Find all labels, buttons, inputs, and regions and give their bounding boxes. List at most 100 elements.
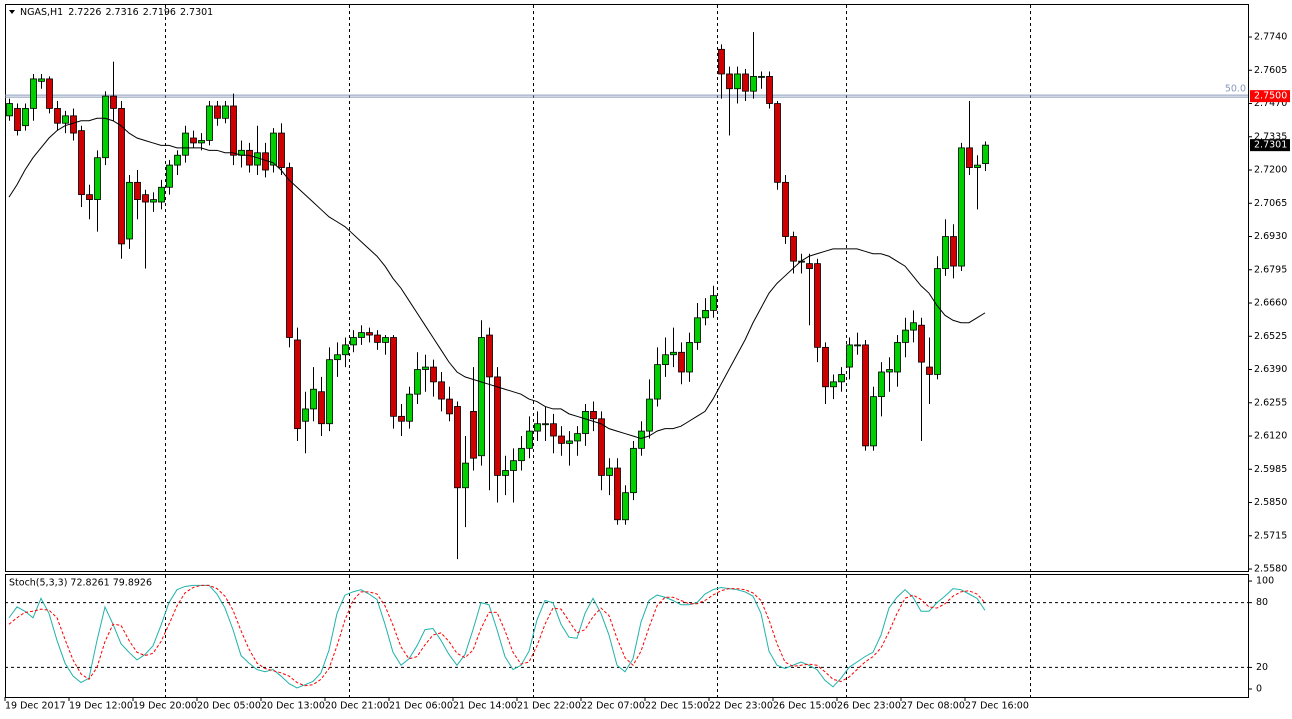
y-tick-label: 2.5715: [1254, 530, 1287, 541]
candle-body: [110, 95, 117, 109]
candle-body: [622, 492, 629, 521]
candle-body: [822, 346, 829, 388]
candle-body: [566, 440, 573, 444]
candle-body: [510, 460, 517, 471]
candle-body: [910, 322, 917, 331]
candle-body: [702, 310, 709, 319]
candle-body: [838, 374, 845, 383]
candle-body: [950, 236, 957, 267]
candle-body: [982, 144, 989, 165]
candle-body: [22, 108, 29, 127]
candle-body: [846, 344, 853, 368]
level-label: 2.7500: [1254, 91, 1287, 102]
y-tick-label: 2.5985: [1254, 464, 1287, 475]
candle-body: [70, 115, 77, 134]
candle-body: [222, 105, 229, 119]
candle-body: [46, 78, 53, 109]
x-tick-label: 19 Dec 12:00: [69, 701, 133, 712]
x-tick-label: 27 Dec 16:00: [965, 701, 1029, 712]
candle-body: [342, 344, 349, 356]
candle-body: [958, 147, 965, 267]
main-panel-frame: [5, 4, 1249, 572]
candle-body: [590, 410, 597, 420]
x-tick-label: 22 Dec 07:00: [581, 701, 645, 712]
candle-body: [206, 105, 213, 141]
candle-body: [38, 78, 45, 82]
x-tick-label: 22 Dec 15:00: [645, 701, 709, 712]
candle-body: [246, 149, 253, 166]
candle-body: [486, 334, 493, 378]
candle-body: [166, 164, 173, 188]
chart-header: NGAS,H1 2.7226 2.7316 2.7196 2.7301: [20, 7, 213, 18]
candle-body: [790, 236, 797, 262]
x-tick-label: 19 Dec 20:00: [133, 701, 197, 712]
candle-body: [142, 194, 149, 203]
candle-body: [94, 157, 101, 200]
candle-body: [542, 423, 549, 426]
x-tick-label: 21 Dec 06:00: [389, 701, 453, 712]
y-tick-label: 2.7335: [1254, 131, 1287, 142]
candle-body: [310, 388, 317, 410]
period-separators: [165, 5, 1031, 697]
candle-body: [742, 73, 749, 92]
candle-body: [350, 337, 357, 346]
candle-body: [214, 105, 221, 119]
candle-body: [126, 181, 133, 240]
x-tick-label: 26 Dec 23:00: [837, 701, 901, 712]
candle-body: [422, 366, 429, 370]
x-tick-label: 27 Dec 08:00: [901, 701, 965, 712]
candle-body: [902, 329, 909, 343]
candle-body: [366, 332, 373, 336]
y-tick-label: 2.6930: [1254, 231, 1287, 242]
candle-body: [494, 376, 501, 476]
y-tick-label: 2.6120: [1254, 431, 1287, 442]
moving-average: [8, 117, 986, 440]
candle-body: [670, 351, 677, 356]
candle-body: [934, 268, 941, 375]
candle-body: [174, 154, 181, 166]
level-tag: 50.0: [1225, 84, 1246, 95]
candle-body: [358, 332, 365, 338]
candle-body: [878, 371, 885, 398]
candle-body: [382, 337, 389, 343]
candle-body: [326, 359, 333, 425]
candle-body: [782, 181, 789, 237]
candle-body: [230, 105, 237, 156]
y-tick-label: 2.5580: [1254, 564, 1287, 575]
y-tick-label: 2.5850: [1254, 497, 1287, 508]
candle-body: [774, 103, 781, 183]
candle-body: [158, 186, 165, 203]
menu-arrow[interactable]: [9, 10, 15, 14]
y-tick-label: 2.6795: [1254, 264, 1287, 275]
y-tick-label: 2.6255: [1254, 397, 1287, 408]
candle-body: [390, 337, 397, 417]
candle-body: [974, 164, 981, 168]
candle-body: [518, 447, 525, 462]
candle-body: [806, 263, 813, 269]
candle-body: [502, 470, 509, 476]
candle-body: [318, 391, 325, 425]
candle-body: [726, 73, 733, 90]
candle-body: [630, 447, 637, 494]
candle-body: [182, 132, 189, 156]
candle-body: [966, 147, 973, 168]
stoch-line: [8, 584, 986, 689]
x-tick-label: 20 Dec 05:00: [197, 701, 261, 712]
candle-body: [638, 430, 645, 449]
candle-body: [758, 76, 765, 78]
y-tick-label: 100: [1256, 576, 1274, 587]
candle-body: [686, 342, 693, 373]
candle-body: [86, 194, 93, 200]
candle-body: [478, 337, 485, 457]
candle-body: [190, 137, 197, 144]
candle-body: [894, 342, 901, 373]
y-tick-label: 2.6660: [1254, 298, 1287, 309]
y-tick-label: 2.7470: [1254, 98, 1287, 109]
candle-body: [606, 467, 613, 476]
candle-body: [462, 462, 469, 489]
y-tick-label: 2.7065: [1254, 198, 1287, 209]
low-value: 2.7196: [143, 7, 176, 18]
candle-body: [582, 410, 589, 434]
candle-body: [134, 181, 141, 200]
